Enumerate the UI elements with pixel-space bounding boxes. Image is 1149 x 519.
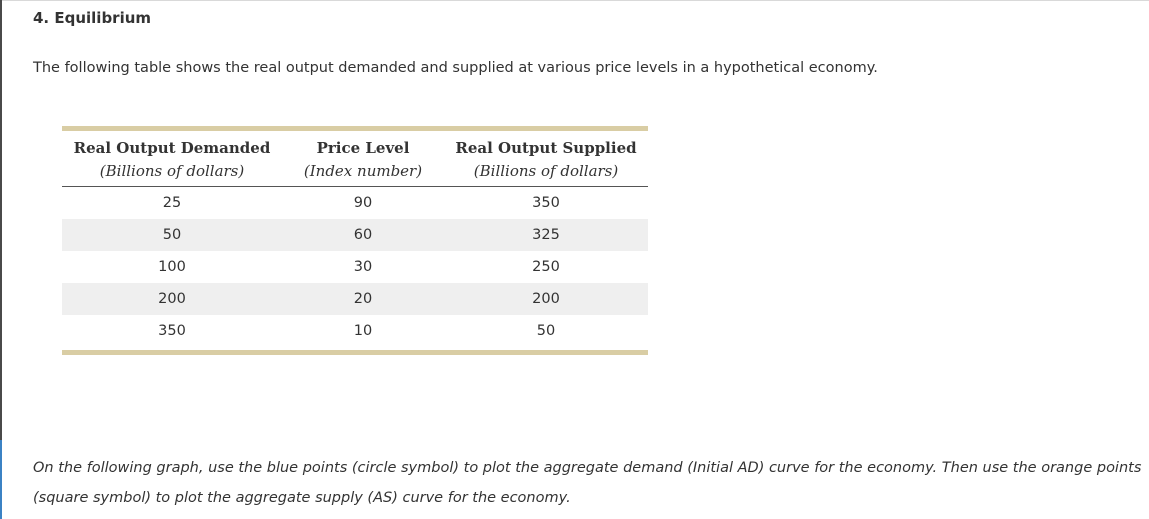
cell-demanded: 50 (62, 219, 282, 251)
subheader-price-units: (Index number) (282, 157, 444, 187)
cell-price: 10 (353, 323, 373, 339)
cell-demanded: 200 (62, 283, 282, 315)
header-real-output-supplied: Real Output Supplied (455, 139, 637, 157)
subheader-supplied-units: (Billions of dollars) (444, 157, 648, 187)
table-row: 50 60 325 (62, 219, 648, 251)
intro-text: The following table shows the real outpu… (33, 60, 878, 76)
cell-demanded: 100 (158, 259, 186, 275)
graph-instructions: On the following graph, use the blue poi… (33, 460, 1142, 506)
top-divider (0, 0, 1149, 1)
cell-price: 60 (282, 219, 444, 251)
table-top-bar (62, 126, 648, 131)
output-price-table: Real Output Demanded Price Level Real Ou… (62, 131, 648, 350)
cell-supplied: 50 (536, 323, 556, 339)
subheader-demanded-units: (Billions of dollars) (62, 157, 282, 187)
table-bottom-bar (62, 350, 648, 355)
table-row: 25 90 350 (62, 187, 648, 220)
cell-supplied: 350 (532, 195, 560, 211)
section-title: 4. Equilibrium (33, 9, 152, 27)
table-subheader-row: (Billions of dollars) (Index number) (Bi… (62, 157, 648, 187)
left-border (0, 0, 2, 519)
table-header-row: Real Output Demanded Price Level Real Ou… (62, 131, 648, 157)
cell-demanded: 350 (158, 323, 186, 339)
table-row: 100 30 250 (62, 251, 648, 283)
header-price-level: Price Level (316, 139, 410, 157)
header-real-output-demanded: Real Output Demanded (73, 139, 271, 157)
data-table-container: Real Output Demanded Price Level Real Ou… (62, 126, 648, 355)
table-row: 350 10 50 (62, 315, 648, 347)
cell-price: 30 (353, 259, 373, 275)
cell-price: 20 (282, 283, 444, 315)
cell-supplied: 325 (444, 219, 648, 251)
cell-demanded: 25 (162, 195, 182, 211)
cell-price: 90 (353, 195, 373, 211)
cell-supplied: 250 (532, 259, 560, 275)
cell-supplied: 200 (444, 283, 648, 315)
left-border-accent (0, 440, 2, 519)
table-row: 200 20 200 (62, 283, 648, 315)
